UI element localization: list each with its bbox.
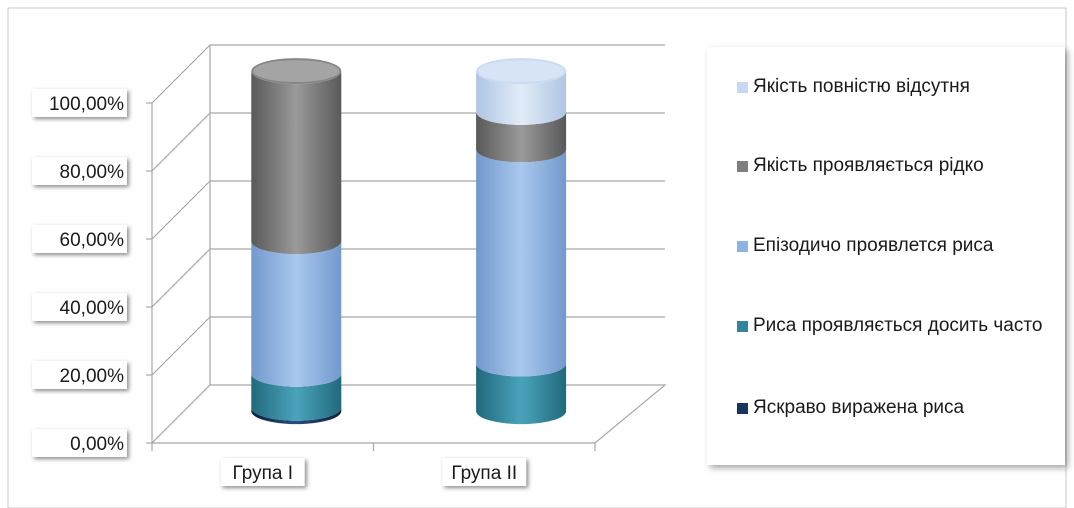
- legend-label: Якість проявляється рідко: [753, 155, 984, 176]
- legend-swatch: [737, 241, 748, 252]
- legend-item: Якість повністю відсутня: [737, 71, 1057, 103]
- gridline-diagonal: [151, 180, 211, 240]
- y-tick-label: 0,00%: [70, 434, 124, 455]
- grid-layer: [150, 44, 667, 444]
- legend-label: Яскраво виражена риса: [753, 397, 965, 418]
- y-tick-label: 60,00%: [60, 230, 125, 251]
- legend-swatch: [737, 321, 748, 332]
- y-tick-label: 80,00%: [60, 162, 125, 183]
- legend-swatch: [737, 403, 748, 414]
- gridline-diagonal: [151, 44, 211, 104]
- gridline-diagonal: [151, 112, 211, 172]
- bar-segment: [251, 58, 342, 255]
- legend-swatch: [737, 82, 748, 93]
- bars-layer: [251, 58, 567, 425]
- bar-segment: [476, 111, 567, 163]
- legend-item: Епізодичо проявлется риса: [737, 230, 1057, 262]
- bar-segment-body: [251, 373, 342, 421]
- bar-segment: [476, 149, 567, 377]
- bar-segment: [476, 363, 567, 425]
- gridline-diagonal: [151, 316, 211, 376]
- y-tick-label: 100,00%: [49, 94, 124, 115]
- bar-segment-body: [251, 407, 342, 425]
- chart-border: [7, 7, 1067, 508]
- y-tick-label: 40,00%: [60, 298, 125, 319]
- legend-label: Епізодичо проявлется риса: [753, 235, 994, 256]
- legend-label: Риса проявляється досить часто: [753, 315, 1043, 336]
- bar-top-highlight: [478, 60, 565, 83]
- gridline-diagonal: [151, 248, 211, 308]
- bar-top-highlight: [253, 60, 340, 83]
- y-tick-label-bg: [32, 361, 127, 389]
- bar-segment-body: [476, 149, 567, 377]
- x-tick-label: Група II: [451, 463, 517, 484]
- y-tick-label-bg: [32, 89, 127, 117]
- legend-label: Якість повністю відсутня: [753, 76, 970, 97]
- bar-segment-body: [251, 71, 342, 255]
- y-tick-label-bg: [32, 225, 127, 253]
- y-tick-label-bg: [32, 293, 127, 321]
- legend-item: Яскраво виражена риса: [737, 392, 1057, 424]
- x-tick-label-bg: [220, 458, 305, 486]
- y-tick-label-bg: [32, 157, 127, 185]
- legend-item: Риса проявляється досить часто: [737, 310, 1057, 342]
- bar-segment: [251, 241, 342, 387]
- bar-top-cap: [251, 58, 342, 85]
- bar-segment-body: [476, 363, 567, 425]
- bar-segment: [476, 58, 567, 125]
- x-tick-label-bg: [442, 458, 527, 486]
- bar-segment: [251, 407, 342, 425]
- y-tick-label-bg: [32, 429, 127, 457]
- bar-segment-body: [476, 71, 567, 125]
- axis-layer: 0,00% 20,00% 40,00% 60,00% 80,00% 100,00% Груп…: [32, 89, 596, 486]
- bar-segment-body: [476, 111, 567, 163]
- legend-item: Якість проявляється рідко: [737, 150, 1057, 182]
- chart-floor: [150, 384, 667, 444]
- legend-swatch: [737, 161, 748, 172]
- legend: Якість повністю відсутня Якість проявляєт…: [707, 47, 1065, 465]
- bar-segment-body: [251, 241, 342, 387]
- bar-segment: [251, 373, 342, 421]
- x-tick-label: Група I: [233, 463, 294, 484]
- y-tick-label: 20,00%: [60, 366, 125, 387]
- bar-top-cap: [476, 58, 567, 85]
